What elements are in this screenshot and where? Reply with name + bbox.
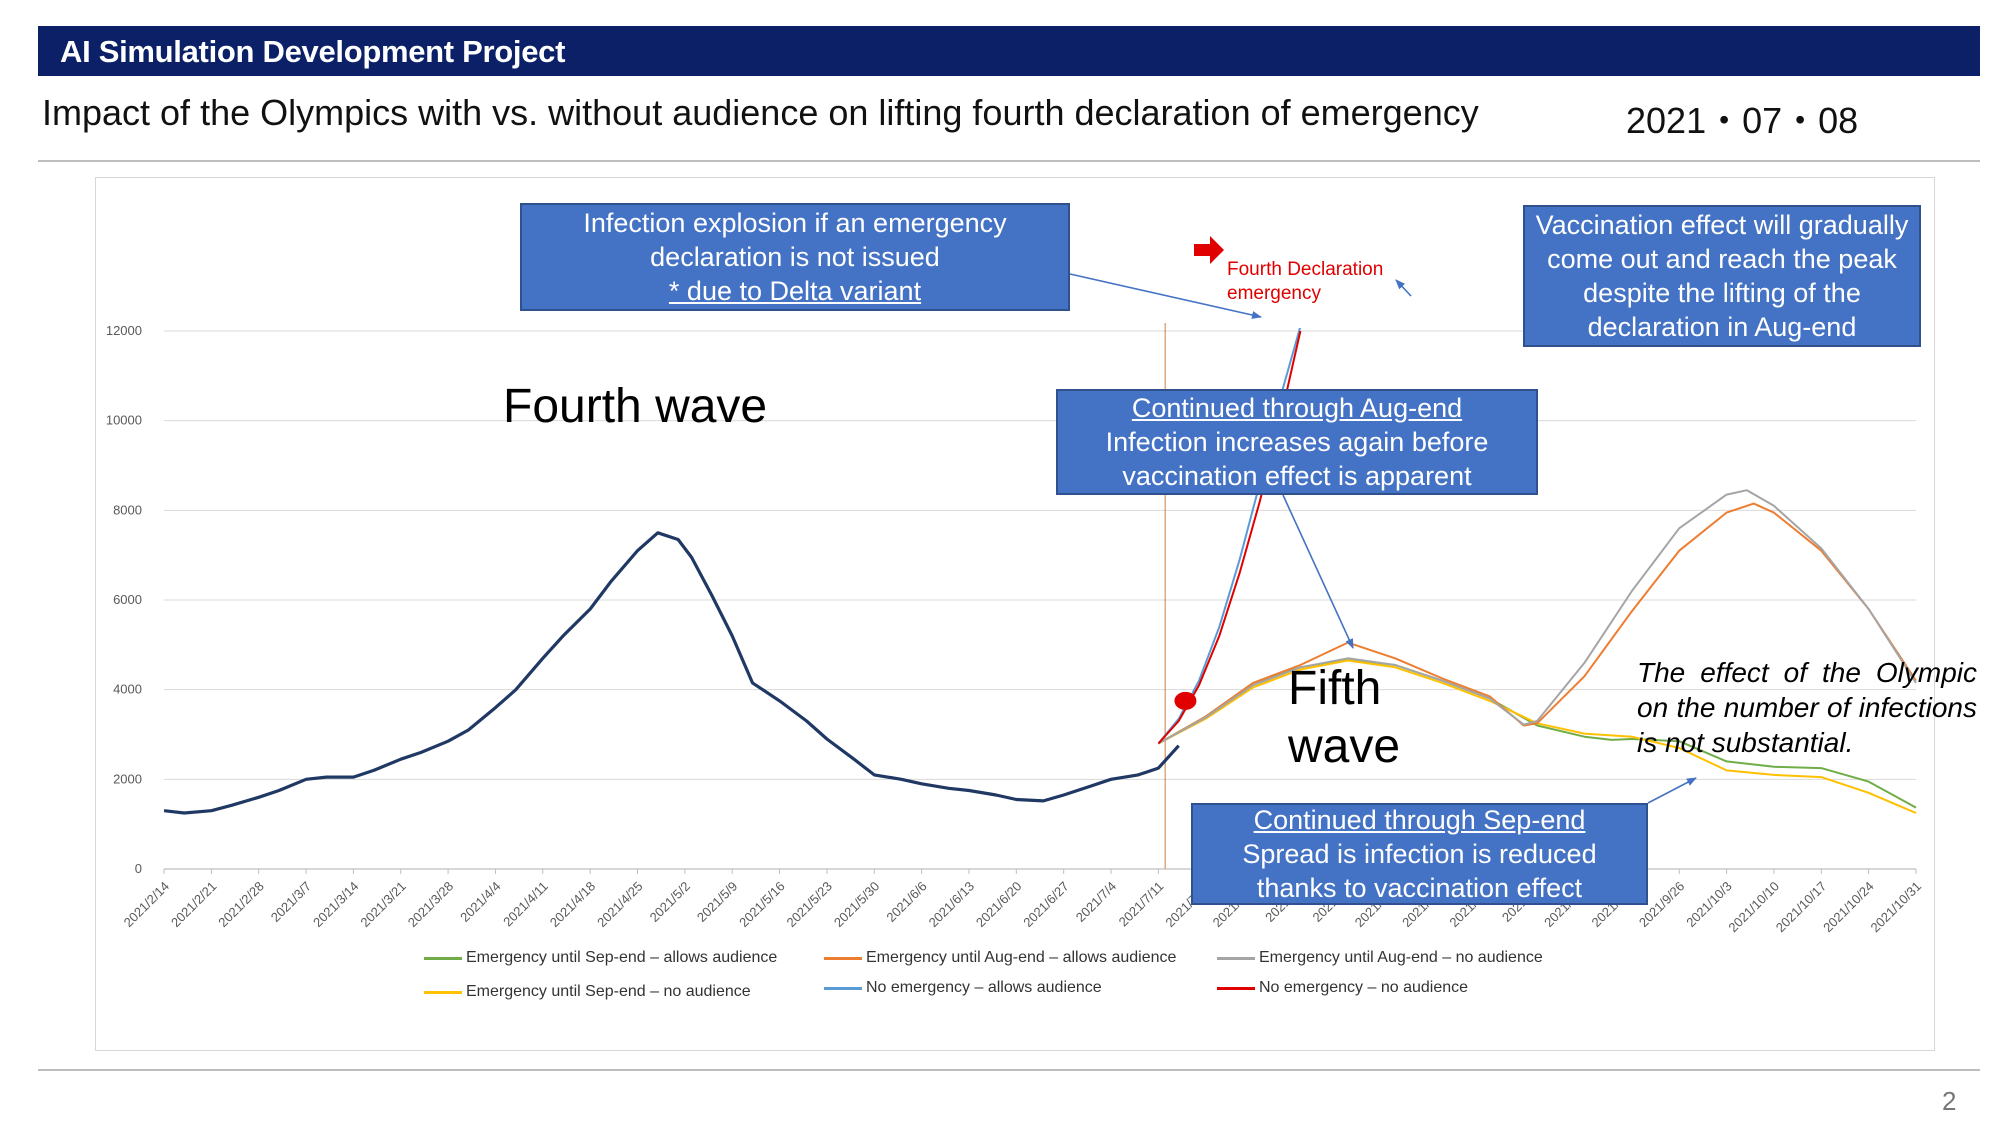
y-tick-label: 8000 [113,502,142,517]
x-tick-label: 2021/3/21 [357,879,409,931]
x-tick-label: 2021/2/21 [168,879,220,931]
series-line-aug_noaud [1157,489,1917,745]
header-bar: AI Simulation Development Project [38,26,1980,76]
x-tick-label: 2021/10/31 [1867,879,1924,936]
series-line-aug_allow [1157,502,1917,745]
legend-swatch [1217,986,1255,990]
x-tick-label: 2021/6/27 [1020,879,1072,931]
legend-swatch [824,986,862,990]
callout-arrow [1647,777,1697,804]
callout-arrow [1069,273,1262,319]
x-tick-label: 2021/5/30 [831,879,883,931]
x-tick-label: 2021/4/25 [594,879,646,931]
y-tick-label: 0 [135,861,142,876]
legend-item-aug-noaud: Emergency until Aug-end – no audience [1217,949,1543,967]
legend-swatch [424,990,462,994]
callout-aug-line1: Continued through Aug-end [1131,393,1463,423]
page-date: 2021・07・08 [1626,100,1859,141]
x-tick-label: 2021/5/9 [694,879,740,925]
x-tick-label: 2021/2/14 [121,879,173,931]
series-line-history [164,531,1180,815]
callout-aug-line3: vaccination effect is apparent [1122,461,1472,491]
x-tick-label: 2021/3/28 [405,879,457,931]
legend-item-sep-noaud: Emergency until Sep-end – no audience [424,983,751,1001]
callout-vaccination-line4: declaration in Aug-end [1587,312,1857,342]
legend-label: Emergency until Sep-end – no audience [466,983,751,1000]
x-tick-label: 2021/7/11 [1116,879,1167,930]
x-tick-label: 2021/5/23 [784,879,836,931]
legend-item-sep-allow: Emergency until Sep-end – allows audienc… [424,949,777,967]
x-tick-label: 2021/6/6 [883,879,929,925]
y-tick-label: 2000 [113,771,142,786]
callout-sep-line1: Continued through Sep-end [1253,805,1586,835]
legend-swatch [424,956,462,960]
callout-vaccination-line3: despite the lifting of the [1583,278,1861,308]
x-tick-label: 2021/4/11 [500,879,551,930]
legend-label: Emergency until Aug-end – allows audienc… [866,949,1177,966]
legend-label: Emergency until Aug-end – no audience [1259,949,1543,966]
page-subtitle: Impact of the Olympics with vs. without … [42,92,1479,133]
legend-item-noemg-allow: No emergency – allows audience [824,979,1102,997]
legend-label: No emergency – allows audience [866,979,1102,996]
callout-vaccination-line2: come out and reach the peak [1547,244,1897,274]
legend-label: No emergency – no audience [1259,979,1469,996]
x-tick-label: 2021/5/2 [647,879,693,925]
callout-explosion-line2: declaration is not issued [650,242,940,272]
legend-swatch [1217,956,1255,960]
y-tick-label: 6000 [113,592,142,607]
callout-arrow [1395,279,1412,297]
fourth-declaration-line2: emergency [1227,283,1321,304]
project-title: AI Simulation Development Project [60,34,566,69]
callout-vaccination-line1: Vaccination effect will gradually [1535,210,1909,240]
callout-aug-end: Continued through Aug-end Infection incr… [1056,389,1538,495]
x-tick-label: 2021/4/4 [457,879,503,925]
legend-label: Emergency until Sep-end – allows audienc… [466,949,778,966]
y-tick-label: 12000 [106,323,142,338]
legend-item-aug-allow: Emergency until Aug-end – allows audienc… [824,949,1176,967]
callout-arrow [1282,494,1354,649]
declaration-arrow-icon [1194,236,1224,264]
x-tick-label: 2021/6/13 [926,879,978,931]
olympic-effect-note: The effect of the Olympic on the number … [1637,657,1977,758]
legend-item-noemg-noaud: No emergency – no audience [1217,979,1468,997]
callout-explosion-line3: * due to Delta variant [668,276,922,306]
fifth-wave-line1: Fifth [1288,662,1382,715]
top-divider [38,160,1980,162]
x-tick-label: 2021/3/14 [310,879,362,931]
fifth-wave-label: Fifth wave [1288,660,1400,776]
y-tick-label: 4000 [113,682,142,697]
marker-point [1174,691,1197,710]
x-tick-label: 2021/3/7 [268,879,314,925]
callout-sep-line2: Spread is infection is reduced [1242,839,1597,869]
callout-aug-line2: Infection increases again before [1105,427,1489,457]
chart-frame: 0 2000 4000 6000 8000 10000 12000 2021/2/14 2021… [95,177,1977,1051]
y-tick-label: 10000 [106,413,142,428]
callout-infection-explosion: Infection explosion if an emergency decl… [520,203,1070,311]
x-tick-label: 2021/2/28 [215,879,267,931]
page-number: 2 [1942,1086,1957,1116]
x-tick-label: 2021/7/4 [1073,879,1119,925]
fourth-wave-label: Fourth wave [503,380,768,433]
x-tick-label: 2021/6/20 [973,879,1025,931]
callout-sep-line3: thanks to vaccination effect [1256,873,1583,903]
x-tick-label: 2021/4/18 [547,879,599,931]
fourth-declaration-line1: Fourth Declaration [1227,259,1384,280]
callout-explosion-line1: Infection explosion if an emergency [583,208,1007,238]
x-tick-label: 2021/5/16 [736,879,788,931]
callout-vaccination-effect: Vaccination effect will gradually come o… [1523,205,1921,347]
bottom-divider [38,1069,1980,1071]
callout-sep-end: Continued through Sep-end Spread is infe… [1191,803,1648,905]
fifth-wave-line2: wave [1288,720,1401,773]
fourth-declaration-label: Fourth Declaration emergency [1227,258,1383,306]
legend-swatch [824,956,862,960]
